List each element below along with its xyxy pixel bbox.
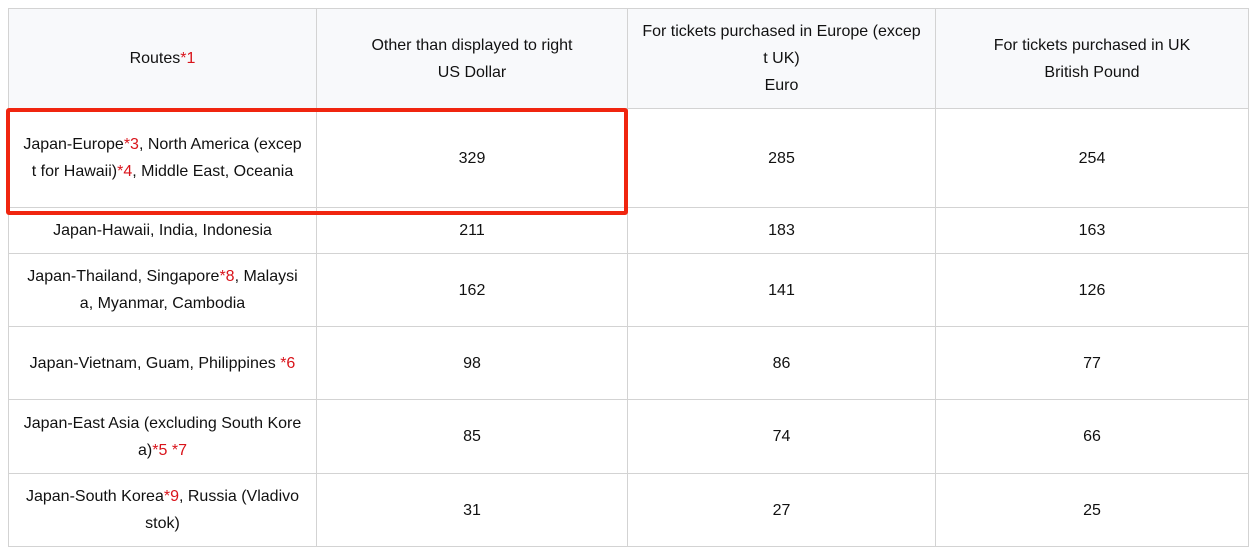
route-text: , North America (except for Hawaii) [31, 136, 302, 180]
currency-label: US Dollar [437, 63, 507, 81]
header-row: Routes*1 Other than displayed to right US… [8, 8, 1249, 109]
currency-label: Euro [764, 77, 799, 94]
route-text: Japan-South Korea [25, 488, 164, 505]
route-text: Japan-Vietnam, Guam, Philippines [29, 354, 281, 372]
gbp-fare-cell: 254 [935, 108, 1249, 208]
route-text: Japan-Europe [23, 136, 124, 153]
route-cell: Japan-Europe*3, North America (except fo… [8, 108, 317, 208]
footnote-link[interactable]: *8 [219, 268, 235, 285]
header-text: For tickets purchased in UK [993, 36, 1191, 54]
route-text: Japan-East Asia (excluding South Korea) [23, 414, 302, 459]
route-text: Japan-Thailand, Singapore [27, 268, 220, 285]
footnote-link[interactable]: *4 [117, 163, 133, 180]
usd-fare-cell: 85 [316, 399, 628, 474]
table-row: Japan-Hawaii, India, Indonesia 211 183 163 [8, 207, 1249, 254]
footnote-link[interactable]: *5 *7 [152, 441, 187, 459]
usd-fare-cell: 329 [316, 108, 628, 208]
eur-fare-cell: 285 [627, 108, 936, 208]
header-text: Other than displayed to right [371, 36, 573, 54]
table-row: Japan-Thailand, Singapore*8, Malaysia, M… [8, 253, 1249, 327]
header-usd: Other than displayed to right US Dollar [316, 8, 628, 109]
table-row: Japan-Europe*3, North America (except fo… [8, 108, 1249, 208]
usd-fare-cell: 31 [316, 473, 628, 547]
eur-fare-cell: 86 [627, 326, 936, 400]
gbp-fare-cell: 163 [935, 207, 1249, 254]
usd-fare-cell: 162 [316, 253, 628, 327]
currency-label: British Pound [1044, 63, 1140, 81]
routes-label: Routes [129, 50, 181, 67]
route-cell: Japan-Thailand, Singapore*8, Malaysia, M… [8, 253, 317, 327]
fare-table: Routes*1 Other than displayed to right US… [8, 8, 1249, 547]
header-gbp: For tickets purchased in UK British Pound [935, 8, 1249, 109]
eur-fare-cell: 141 [627, 253, 936, 327]
eur-fare-cell: 27 [627, 473, 936, 547]
footnote-link[interactable]: *3 [123, 136, 139, 153]
route-text: , Malaysia, Myanmar, Cambodia [79, 268, 298, 312]
gbp-fare-cell: 25 [935, 473, 1249, 547]
footnote-link[interactable]: *1 [180, 50, 196, 67]
table-row: Japan-South Korea*9, Russia (Vladivostok… [8, 473, 1249, 547]
gbp-fare-cell: 77 [935, 326, 1249, 400]
footnote-link[interactable]: *6 [280, 354, 296, 372]
eur-fare-cell: 74 [627, 399, 936, 474]
footnote-link[interactable]: *9 [163, 488, 179, 505]
route-cell: Japan-Vietnam, Guam, Philippines *6 [8, 326, 317, 400]
usd-fare-cell: 98 [316, 326, 628, 400]
route-text: Japan-Hawaii, India, Indonesia [53, 222, 272, 239]
table-row: Japan-Vietnam, Guam, Philippines *6 98 86 7… [8, 326, 1249, 400]
route-text: , Middle East, Oceania [132, 163, 294, 180]
header-routes: Routes*1 [8, 8, 317, 109]
eur-fare-cell: 183 [627, 207, 936, 254]
table-row: Japan-East Asia (excluding South Korea)*… [8, 399, 1249, 474]
route-cell: Japan-South Korea*9, Russia (Vladivostok… [8, 473, 317, 547]
route-cell: Japan-East Asia (excluding South Korea)*… [8, 399, 317, 474]
usd-fare-cell: 211 [316, 207, 628, 254]
header-eur: For tickets purchased in Europe (except … [627, 8, 936, 109]
route-text: , Russia (Vladivostok) [145, 488, 300, 532]
gbp-fare-cell: 126 [935, 253, 1249, 327]
header-text: For tickets purchased in Europe (except … [642, 23, 921, 67]
route-cell: Japan-Hawaii, India, Indonesia [8, 207, 317, 254]
gbp-fare-cell: 66 [935, 399, 1249, 474]
